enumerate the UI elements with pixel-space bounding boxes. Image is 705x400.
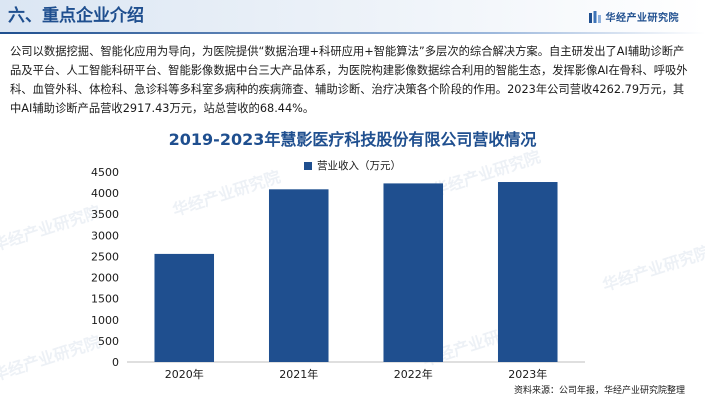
x-tick-label: 2020年: [165, 367, 204, 381]
bar-1: [154, 253, 215, 362]
section-title: 六、重点企业介绍: [8, 6, 144, 26]
y-tick-label: 4000: [91, 187, 119, 200]
source-note: 资料来源：公司年报，华经产业研究院整理: [513, 386, 685, 396]
brand-logo-icon: [588, 10, 601, 23]
header-band: [0, 0, 705, 32]
y-tick-label: 1500: [91, 293, 119, 306]
y-tick-label: 2500: [91, 250, 119, 263]
intro-paragraph: 公司以数据挖掘、智能化应用为导向，为医院提供“数据治理+科研应用+智能算法”多层…: [10, 45, 688, 115]
y-tick-label: 0: [112, 356, 119, 369]
x-tick-label: 2021年: [279, 367, 318, 381]
x-tick-label: 2022年: [394, 367, 433, 381]
y-tick-label: 4500: [91, 166, 119, 179]
legend-swatch: [304, 161, 312, 170]
y-tick-label: 3500: [91, 208, 119, 221]
header-accent-line: [0, 32, 705, 34]
y-tick-label: 2000: [91, 272, 119, 285]
y-tick-label: 1000: [91, 314, 119, 327]
y-tick-label: 500: [98, 335, 119, 348]
bar-3: [383, 183, 444, 362]
y-tick-label: 3000: [91, 229, 119, 242]
chart-title: 2019-2023年慧影医疗科技股份有限公司营收情况: [168, 130, 537, 149]
brand-name: 华经产业研究院: [605, 13, 679, 24]
legend-label: 营业收入（万元）: [317, 160, 401, 172]
x-tick-label: 2023年: [508, 367, 547, 381]
brand: 华经产业研究院: [588, 9, 680, 24]
bar-4: [497, 182, 558, 362]
chart-legend: 营业收入（万元）: [0, 158, 705, 173]
bar-2: [268, 189, 329, 362]
